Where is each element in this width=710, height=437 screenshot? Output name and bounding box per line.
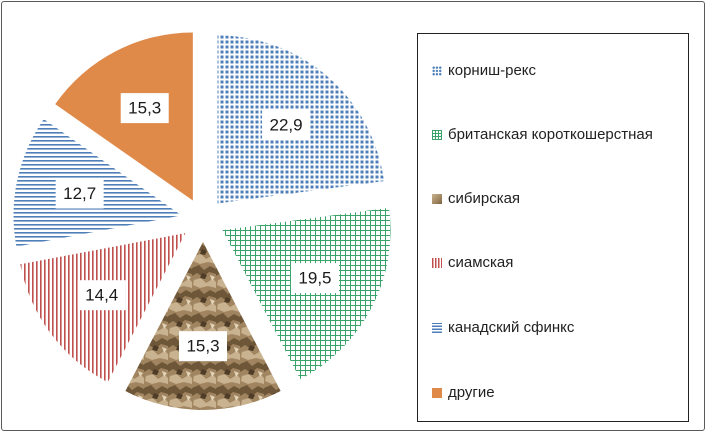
- legend-swatch-5: [432, 322, 442, 333]
- slice-label-6: 15,3: [128, 99, 161, 118]
- slice-label-3: 15,3: [186, 337, 219, 356]
- chart-legend: корниш-рекс британская короткошерстная сиб…: [417, 33, 689, 422]
- legend-label-3: сибирская: [448, 190, 521, 207]
- slice-label-box-6: [120, 93, 169, 124]
- legend-item-5: канадский сфинкс: [432, 319, 574, 336]
- legend-label-6: другие: [448, 384, 495, 401]
- legend-label-5: канадский сфинкс: [448, 319, 575, 336]
- legend-item-3: сибирская: [432, 190, 520, 207]
- legend-label-4: сиамская: [448, 254, 514, 271]
- slice-label-4: 14,4: [85, 286, 118, 305]
- legend-item-4: сиамская: [432, 254, 513, 271]
- legend-label-1: корниш-рекс: [448, 62, 537, 79]
- slice-label-5: 12,7: [63, 184, 96, 203]
- pie-slice-2: [222, 207, 391, 380]
- legend-item-1: корниш-рекс: [432, 62, 536, 79]
- legend-swatch-3: [432, 193, 442, 204]
- legend-swatch-6: [432, 387, 442, 398]
- slice-label-1: 22,9: [270, 116, 303, 135]
- slice-label-box-4: [77, 280, 126, 311]
- legend-item-6: другие: [432, 384, 495, 401]
- legend-swatch-2: [432, 129, 442, 140]
- slice-label-box-1: [262, 110, 311, 141]
- slice-label-2: 19,5: [298, 269, 331, 288]
- slice-label-box-5: [55, 178, 104, 209]
- legend-item-2: британская короткошерстная: [432, 126, 653, 143]
- slice-label-box-2: [290, 263, 339, 294]
- legend-swatch-1: [432, 65, 442, 76]
- legend-swatch-4: [432, 257, 442, 268]
- slice-label-box-3: [179, 331, 227, 362]
- pie-slice-3: [125, 242, 281, 410]
- legend-label-2: британская короткошерстная: [448, 126, 653, 143]
